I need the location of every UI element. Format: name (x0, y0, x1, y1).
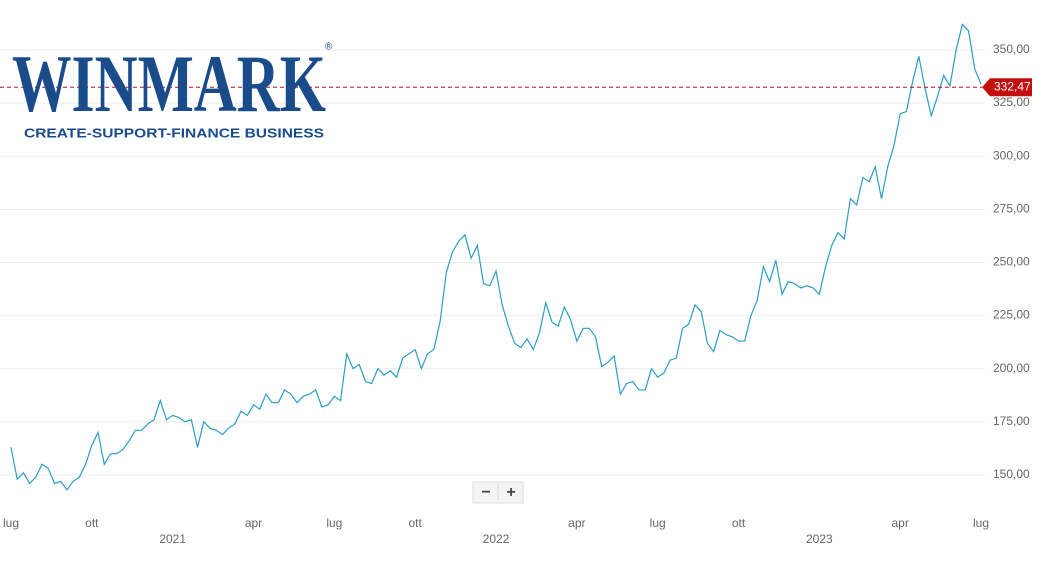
y-tick-label: 350,00 (993, 42, 1030, 56)
x-year-label: 2022 (483, 532, 510, 546)
x-tick-label: apr (245, 516, 262, 530)
y-tick-label: 175,00 (993, 414, 1030, 428)
y-tick-label: 250,00 (993, 255, 1030, 269)
x-tick-label: lug (650, 516, 666, 530)
y-tick-label: 150,00 (993, 467, 1030, 481)
logo: WINMARK ® CREATE-SUPPORT-FINANCE BUSINES… (12, 38, 333, 141)
y-tick-label: 325,00 (993, 95, 1030, 109)
x-tick-label: apr (568, 516, 585, 530)
plot: 150,00 175,00 200,00 225,00 250,00 275,00 300,… (0, 23, 1032, 546)
logo-mark: ® (325, 42, 333, 53)
x-tick-label: ott (408, 516, 422, 530)
logo-tagline: CREATE-SUPPORT-FINANCE BUSINESS (24, 125, 324, 140)
price-line (10, 23, 982, 491)
x-year-label: 2023 (806, 532, 833, 546)
logo-name: WINMARK (12, 38, 326, 129)
zoom-out-button[interactable]: − (481, 484, 490, 501)
y-tick-label: 275,00 (993, 201, 1030, 215)
last-price-label: 332,47 (994, 79, 1031, 93)
x-year-label: 2021 (159, 532, 186, 546)
y-tick-label: 300,00 (993, 148, 1030, 162)
x-tick-label: lug (326, 516, 342, 530)
x-tick-label: ott (85, 516, 99, 530)
zoom-in-button[interactable]: + (506, 484, 515, 501)
x-tick-label: ott (732, 516, 746, 530)
y-tick-label: 225,00 (993, 308, 1030, 322)
y-tick-label: 200,00 (993, 361, 1030, 375)
zoom-controls: − + (472, 481, 524, 504)
x-tick-label: lug (973, 516, 989, 530)
last-price-tag (982, 78, 1032, 97)
x-tick-label: apr (891, 516, 908, 530)
x-tick-label: lug (3, 516, 19, 530)
